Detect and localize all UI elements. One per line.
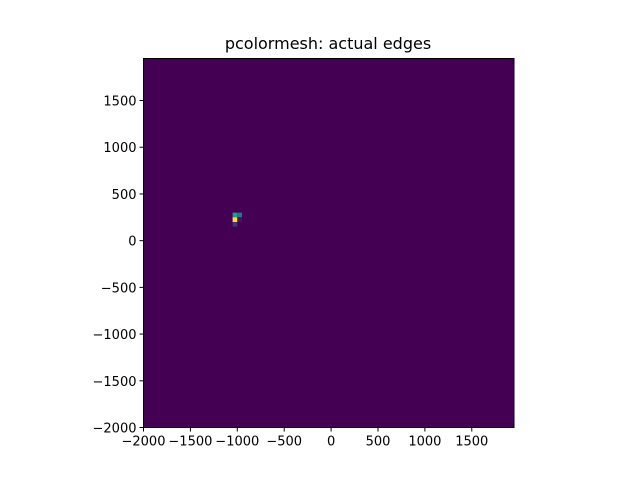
y-tick-label: −500 <box>101 281 137 296</box>
heatmap-background <box>143 58 514 428</box>
y-tick-label: 0 <box>128 235 136 250</box>
heatmap-cell <box>232 221 238 227</box>
plot-area <box>143 58 514 428</box>
x-tick-label: 500 <box>366 435 391 450</box>
x-tick-label: 1500 <box>455 435 488 450</box>
axes-frame <box>143 58 515 428</box>
y-tick-label: −2000 <box>93 422 137 437</box>
x-tick-label: 1000 <box>408 435 441 450</box>
y-tick-label: 1000 <box>103 141 136 156</box>
y-tick-label: 500 <box>112 188 137 203</box>
heatmap-cell <box>237 212 242 218</box>
y-tick-label: −1000 <box>93 328 137 343</box>
y-tick-label: −1500 <box>93 375 137 390</box>
x-tick-label: −1500 <box>168 435 212 450</box>
x-tick-label: −2000 <box>122 435 166 450</box>
x-tick-label: −500 <box>266 435 302 450</box>
y-axis: −2000 −1500 −1000 −500 0 500 1000 1500 <box>93 95 144 437</box>
x-tick-label: 0 <box>327 435 335 450</box>
heatmap-cell <box>237 217 242 222</box>
heatmap-cell <box>232 212 238 218</box>
heatmap-cell <box>232 217 238 222</box>
x-tick-label: −1000 <box>215 435 259 450</box>
chart-title: pcolormesh: actual edges <box>225 34 431 53</box>
x-axis: −2000 −1500 −1000 −500 0 500 1000 1500 <box>122 427 488 450</box>
y-tick-label: 1500 <box>103 95 136 110</box>
